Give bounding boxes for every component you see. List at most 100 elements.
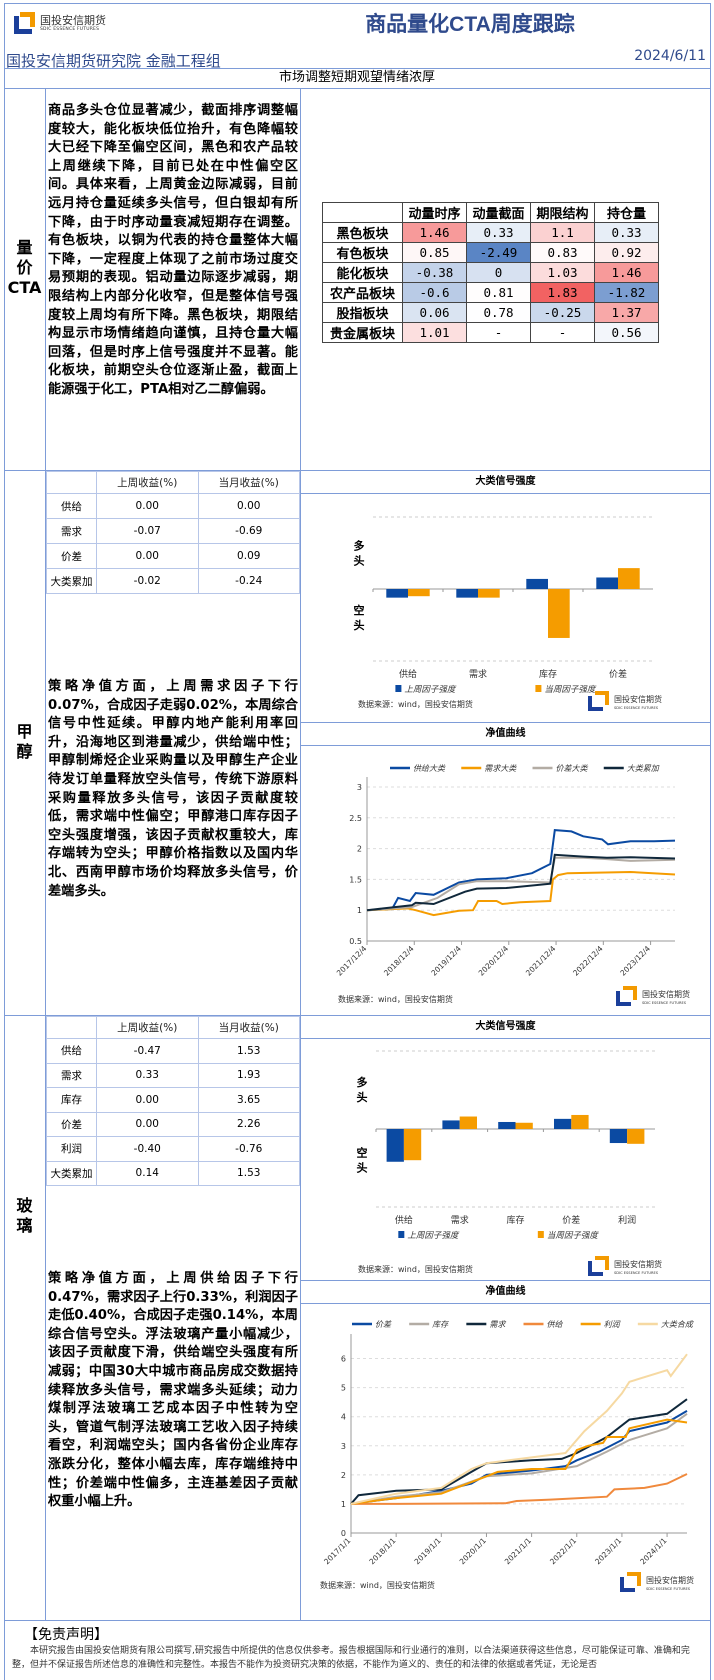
logo-mark-icon (14, 12, 36, 34)
heatmap-row: 有色板块 0.85 -2.49 0.83 0.92 (322, 242, 659, 263)
heatmap-column-header: 持仓量 (594, 202, 659, 223)
axis-label: 空 (357, 1145, 368, 1159)
disclaimer-heading: 【免责声明】 (24, 1627, 108, 1643)
table-cell: 0.00 (96, 1111, 199, 1137)
table-cell: 2.26 (197, 1111, 300, 1137)
category-label: 价差 (609, 668, 627, 680)
bar-this-week (403, 1129, 422, 1161)
table-cell: 价差 (46, 543, 97, 569)
logo-subtext: SDIC ESSENCE FUTURES (642, 1001, 687, 1005)
heatmap-cell: 0.85 (402, 242, 467, 263)
heatmap-cell: 0.83 (530, 242, 595, 263)
heatmap-corner (322, 202, 403, 223)
series-line (366, 870, 676, 917)
heatmap-column-header: 期限结构 (530, 202, 595, 223)
heatmap-cell: 0.33 (594, 222, 659, 243)
table-row: 价差 0.00 0.09 (46, 543, 300, 569)
table-cell: 利润 (46, 1136, 97, 1162)
heatmap-cell: 1.83 (530, 282, 595, 303)
y-tick-label: 2 (341, 1471, 346, 1480)
heatmap-column-header: 动量截面 (466, 202, 531, 223)
logo-mark-icon (588, 1261, 603, 1276)
category-label: 价差 (562, 1214, 580, 1226)
bar-this-week (548, 589, 570, 638)
x-tick-label: 2020/1/1 (458, 1536, 488, 1566)
x-tick-label: 2023/1/1 (593, 1536, 623, 1566)
bar-last-week (456, 589, 478, 598)
x-tick-label: 2023/12/4 (618, 944, 652, 978)
category-label: 需求 (451, 1214, 469, 1226)
logo-mark-icon (595, 1256, 609, 1270)
report-date: 2024/6/11 (634, 48, 706, 64)
series-line (350, 1353, 688, 1505)
bar-this-week (571, 1114, 589, 1129)
label-char: 璃 (16, 1216, 33, 1235)
bar-this-week (408, 589, 430, 597)
legend-label: 库存 (432, 1320, 449, 1329)
x-tick-label: 2024/1/1 (638, 1536, 668, 1566)
x-tick-label: 2017/12/4 (335, 944, 369, 978)
logo-mark-icon (627, 1572, 641, 1586)
logo-mark-icon (623, 986, 637, 1000)
bar-last-week (526, 578, 548, 589)
data-source: 数据来源：wind，国投安信期货 (358, 699, 473, 709)
bar-this-week (459, 1116, 477, 1129)
logo-text: 国投安信期货 (40, 13, 106, 27)
heatmap-row-label: 黑色板块 (322, 222, 403, 243)
frame-left (4, 3, 5, 1680)
heatmap-cell: 1.46 (402, 222, 467, 243)
table-cell: 0.09 (197, 543, 300, 569)
bar-last-week (442, 1120, 460, 1129)
heatmap-row-label: 农产品板块 (322, 282, 403, 303)
logo-subtext: SDIC ESSENCE FUTURES (614, 1271, 659, 1275)
heatmap-row: 黑色板块 1.46 0.33 1.1 0.33 (322, 222, 659, 243)
heatmap-cell: 0.81 (466, 282, 531, 303)
table-cell: 0.00 (197, 493, 300, 519)
legend-label: 上周因子强度 (404, 684, 457, 695)
table-cell: 大类累加 (46, 568, 97, 594)
bar-last-week (609, 1129, 628, 1144)
table-cell: -0.47 (96, 1038, 199, 1064)
table-cell: 0.33 (96, 1062, 199, 1088)
heatmap-cell: 0.92 (594, 242, 659, 263)
logo-mark-icon (616, 991, 631, 1006)
y-tick-label: 5 (341, 1384, 346, 1393)
divider (4, 470, 710, 471)
legend-label: 价差大类 (556, 764, 589, 773)
x-tick-label: 2021/1/1 (503, 1536, 533, 1566)
table-cell: 0.00 (96, 493, 199, 519)
y-tick-label: 3 (357, 783, 362, 792)
table-row: 价差 0.00 2.26 (46, 1111, 300, 1137)
table-cell: 供给 (46, 493, 97, 519)
series-line (351, 1473, 688, 1505)
heatmap-row-label: 有色板块 (322, 242, 403, 263)
series-line (366, 853, 676, 912)
divider (4, 1620, 710, 1621)
x-tick-label: 2022/1/1 (548, 1536, 578, 1566)
logo-mark-icon (588, 696, 603, 711)
bar-last-week (386, 1129, 404, 1162)
divider (4, 88, 710, 89)
legend-label: 当周因子强度 (544, 684, 597, 695)
data-source: 数据来源：wind，国投安信期货 (320, 1580, 435, 1590)
y-tick-label: 1.5 (349, 875, 362, 884)
divider (300, 88, 301, 1620)
logo-text: 国投安信期货 (642, 989, 690, 999)
label-char: 醇 (16, 742, 33, 761)
legend-swatch (535, 685, 542, 692)
x-tick-label: 2020/12/4 (477, 944, 511, 978)
bar-last-week (596, 577, 618, 589)
y-tick-label: 2.5 (349, 814, 362, 823)
series-line (366, 856, 676, 912)
table-cell: 供给 (46, 1038, 97, 1064)
logo-subtext: SDIC ESSENCE FUTURES (646, 1587, 691, 1591)
legend-label: 需求大类 (484, 764, 517, 773)
glass-nav-line-chart: 0 1 2 3 4 5 6 2017/1/1 2018/1/1 2019/1/1 2020/1/1 2… (320, 1320, 694, 1592)
table-header: 当月收益(%) (197, 1016, 300, 1039)
legend-label: 上周因子强度 (407, 1230, 460, 1241)
section-label-glass: 玻 璃 (4, 1196, 45, 1236)
data-source: 数据来源：wind，国投安信期货 (338, 994, 453, 1004)
logo-text: 国投安信期货 (614, 694, 662, 704)
y-tick-label: 0 (341, 1529, 346, 1538)
